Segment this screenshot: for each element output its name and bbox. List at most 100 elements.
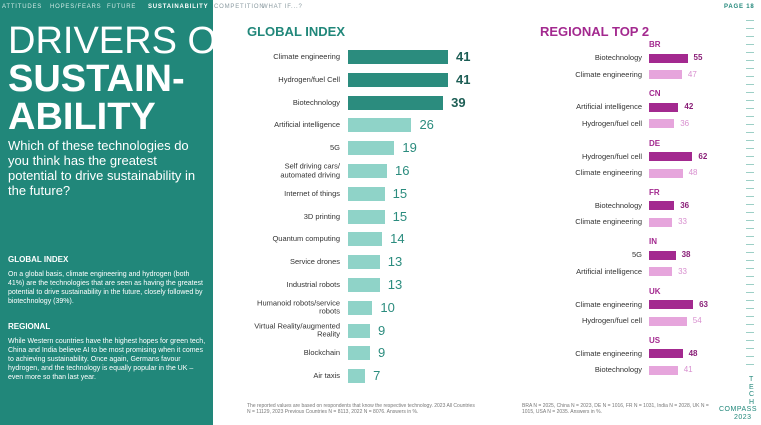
bar [348,95,444,110]
bar [348,186,385,201]
bar [348,369,366,384]
side-tick [746,276,754,277]
side-tick [746,116,754,117]
side-tick [746,324,754,325]
panel-title: SUSTAIN- [8,58,185,100]
bar [348,50,449,64]
value-label: 36 [680,200,690,210]
bar [348,232,383,247]
bar [348,300,373,315]
bar [348,118,412,133]
side-tick [746,284,754,285]
bar-label: Air taxis [313,370,340,380]
side-tick [746,332,754,333]
bar-label: Humanoid robots/service robots [257,298,340,316]
bar [348,209,385,224]
bar-label: Hydrogen/fuel Cell [278,74,340,84]
side-tick [746,308,754,309]
group-label: UK [649,286,661,296]
side-tick [746,188,754,189]
side-tick [746,228,754,229]
group-label: DE [649,138,661,148]
side-tick [746,124,754,125]
side-tick [746,260,754,261]
side-tick [746,60,754,61]
bar-label: Hydrogen/fuel cell [581,316,642,325]
side-tick [746,164,754,165]
bar-label: Biotechnology [292,97,340,107]
group-label: BR [649,40,661,49]
value-label: 48 [688,168,698,178]
value-label: 55 [693,53,703,62]
chart-title: GLOBAL INDEX [247,24,345,39]
side-tick [746,52,754,53]
bar-label: 5G [329,142,340,152]
side-tick [746,316,754,317]
side-tick [746,268,754,269]
bar-label: Climate engineering [273,51,340,61]
value-label: 33 [678,266,687,276]
bar [649,217,673,227]
side-tick [746,84,754,85]
value-label: 7 [373,368,381,384]
side-tick [746,364,754,365]
section-text: On a global basis, climate engineering a… [8,271,203,305]
bar [649,102,679,112]
side-tick [746,300,754,301]
bar-label: 3D printing [303,211,340,221]
bar [649,168,683,178]
value-label: 15 [392,208,408,224]
footnote: BRA N = 2025, China N = 2023, DE N = 101… [522,403,709,415]
side-tick [746,204,754,205]
bar-label: Climate engineering [575,348,642,358]
side-tick [746,36,754,37]
value-label: 41 [683,365,693,375]
question: Which of these technologies do you think… [8,138,196,198]
bar-label: Hydrogen/fuel cell [581,151,642,161]
side-tick [746,100,754,101]
bar [348,72,449,87]
side-tick [746,244,754,245]
nav-tab: WHAT IF...? [262,4,303,10]
value-label: 26 [419,117,434,133]
value-label: 9 [377,345,386,361]
panel-title: DRIVERS OF [8,20,241,62]
brand: 2023 [734,413,752,421]
nav-tab: SUSTAINABILITY [148,4,209,10]
value-label: 62 [698,151,708,161]
side-tick [746,156,754,157]
panel-title: ABILITY [8,96,156,138]
nav-tab: ATTITUDES [2,4,43,10]
brand: T [749,376,754,383]
value-label: 13 [387,254,403,270]
value-label: 9 [377,322,386,338]
value-label: 16 [395,163,410,178]
brand: E [749,383,755,391]
value-label: 42 [684,102,694,112]
value-label: 36 [680,118,690,128]
value-label: 33 [678,217,687,227]
bar-label: Quantum computing [272,234,340,244]
bar [649,300,694,309]
bar-label: Biotechnology [594,200,642,210]
bar [348,278,380,292]
bar [649,201,675,211]
value-label: 48 [688,348,698,358]
section-heading: GLOBAL INDEX [8,255,69,264]
bar-label: Biotechnology [594,365,642,375]
value-label: 14 [390,231,405,247]
bar-label: Blockchain [303,348,340,358]
side-tick [746,108,754,109]
side-tick [746,180,754,181]
side-tick [746,68,754,69]
side-tick [746,140,754,141]
bar [348,164,388,178]
bar [649,365,678,375]
page-number: PAGE 18 [724,4,755,10]
bar-label: Climate engineering [575,299,642,309]
section-text: While Western countries have the highest… [8,338,206,381]
side-tick [746,212,754,213]
chart-title: REGIONAL TOP 2 [540,24,650,39]
side-tick [746,348,754,349]
